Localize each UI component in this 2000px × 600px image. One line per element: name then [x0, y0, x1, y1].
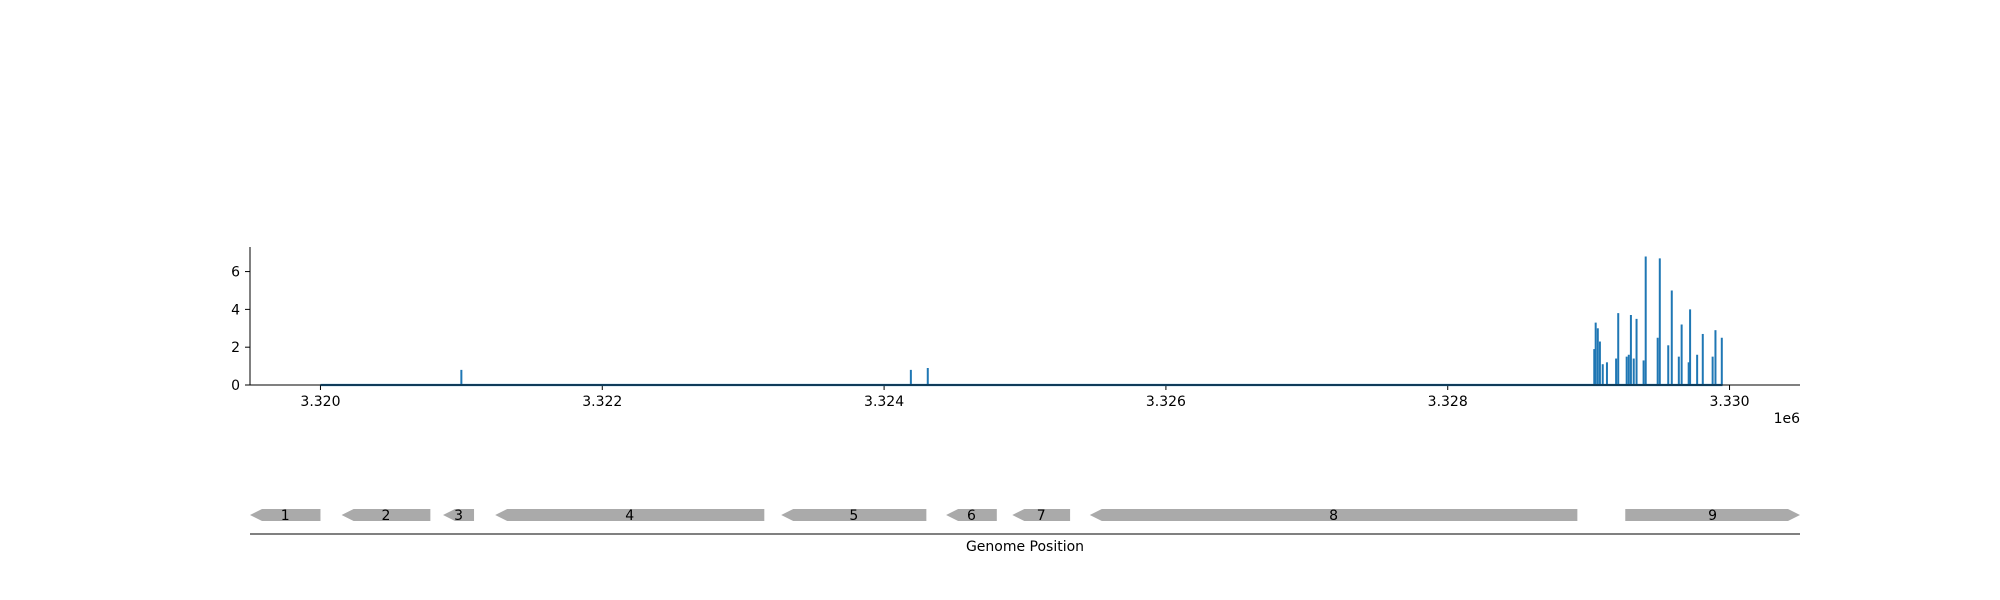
gene-feature-arrow — [781, 509, 927, 521]
gene-track-xlabel: Genome Position — [966, 539, 1084, 555]
x-offset-label: 1e6 — [1774, 411, 1801, 427]
x-tick-label: 3.320 — [300, 394, 340, 410]
gene-feature-arrow — [341, 509, 431, 521]
gene-label: 4 — [625, 508, 634, 524]
x-tick-label: 3.324 — [864, 394, 904, 410]
gene-label: 8 — [1329, 508, 1338, 524]
gene-feature-arrow — [443, 509, 475, 521]
gene-label: 5 — [849, 508, 858, 524]
y-tick-label: 0 — [231, 378, 240, 394]
gene-features: 1 2 3 4 5 6 7 8 9 — [250, 508, 1800, 524]
coverage-trace — [320, 256, 1723, 387]
x-tick-label: 3.328 — [1428, 394, 1468, 410]
y-tick-label: 4 — [231, 302, 240, 318]
gene-label: 7 — [1037, 508, 1046, 524]
gene-feature-arrow — [495, 509, 765, 521]
gene-label: 2 — [382, 508, 391, 524]
gene-label: 3 — [454, 508, 463, 524]
coverage-plot: 3.320 3.322 3.324 3.326 3.328 3.330 0 2 4 6 1e6 — [231, 247, 1800, 427]
gene-label: 9 — [1708, 508, 1717, 524]
gene-feature-arrow — [1012, 509, 1071, 521]
gene-label: 1 — [281, 508, 290, 524]
x-tick-label: 3.330 — [1709, 394, 1749, 410]
gene-track: 1 2 3 4 5 6 7 8 9 Genome Position — [250, 508, 1800, 555]
gene-label: 6 — [967, 508, 976, 524]
gene-feature-arrow — [946, 509, 997, 521]
x-tick-label: 3.326 — [1146, 394, 1186, 410]
gene-feature-arrow — [250, 509, 321, 521]
gene-feature-arrow — [1625, 509, 1800, 521]
x-tick-label: 3.322 — [582, 394, 622, 410]
y-tick-label: 6 — [231, 265, 240, 281]
y-tick-label: 2 — [231, 340, 240, 356]
coverage-ticks: 3.320 3.322 3.324 3.326 3.328 3.330 0 2 4 6 — [231, 265, 1750, 410]
gene-feature-arrow — [1089, 509, 1578, 521]
